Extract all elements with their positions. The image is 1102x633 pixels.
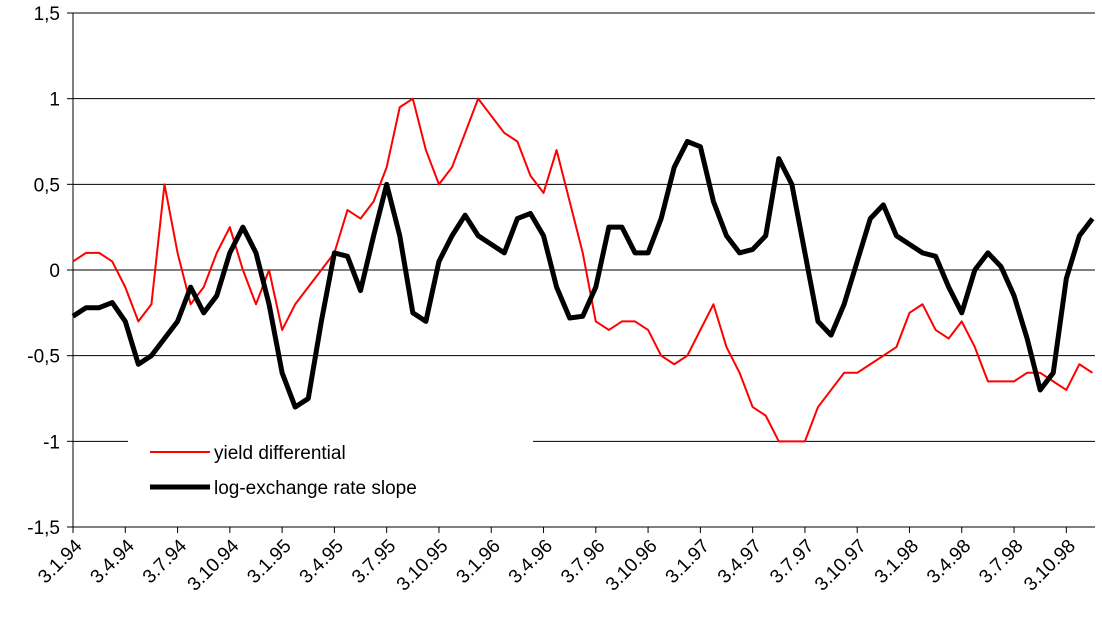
y-tick-label: -1	[43, 432, 60, 453]
y-tick-label: 0,5	[34, 175, 60, 196]
series-line	[72, 97, 1094, 443]
legend-label: log-exchange rate slope	[214, 478, 417, 499]
x-tick-label: 3.1.96	[453, 536, 505, 588]
x-tick-label: 3.4.97	[714, 536, 766, 588]
x-tick-label: 3.1.95	[243, 536, 295, 588]
x-tick-label: 3.10.94	[184, 535, 244, 595]
x-tick-label: 3.10.95	[393, 536, 453, 596]
x-tick-label: 3.10.97	[811, 536, 871, 596]
y-tick-label: -1,5	[27, 518, 60, 539]
x-tick-label: 3.4.95	[296, 536, 348, 588]
x-tick-label: 3.4.96	[505, 536, 557, 588]
x-tick-label: 3.1.98	[871, 536, 923, 588]
series-line	[71, 139, 1095, 410]
x-tick-label: 3.1.97	[662, 536, 714, 588]
y-tick-label: 0	[49, 261, 60, 282]
y-tick-label: -0,5	[27, 347, 60, 368]
y-tick-label: 1	[49, 90, 60, 111]
legend-box	[128, 428, 533, 508]
x-tick-label: 3.10.98	[1020, 536, 1080, 596]
y-tick-label: 1,5	[34, 4, 60, 25]
x-tick-label: 3.4.94	[87, 535, 140, 588]
x-tick-label: 3.10.96	[602, 536, 662, 596]
x-tick-label: 3.1.94	[34, 535, 87, 588]
legend-label: yield differential	[214, 443, 346, 464]
legend: yield differential log-exchange rate slop…	[128, 428, 533, 508]
x-tick-label: 3.4.98	[923, 536, 975, 588]
